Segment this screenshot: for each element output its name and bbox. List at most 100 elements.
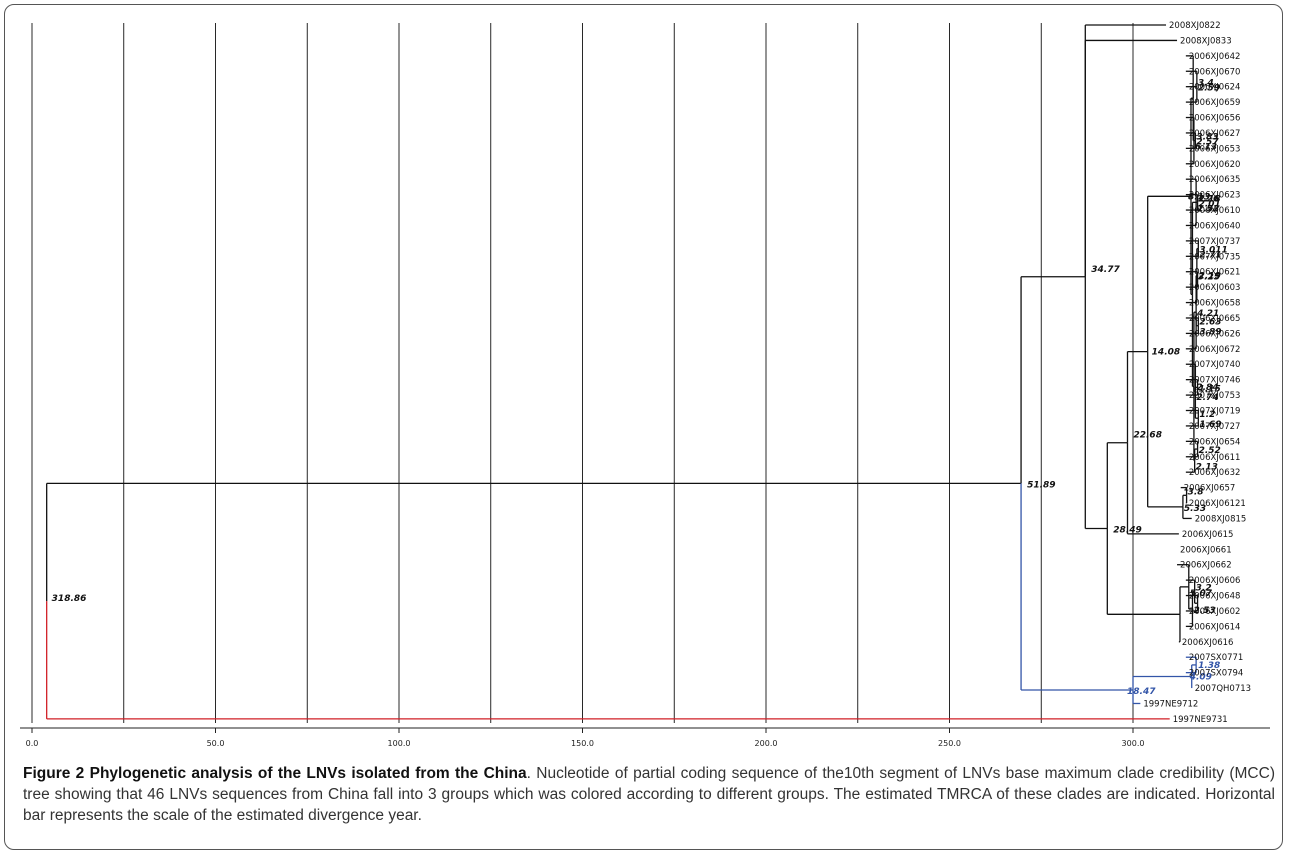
node-age-small-15: 2.63: [1199, 318, 1221, 328]
caption-text: . Nucleotide of partial coding sequence …: [23, 765, 1275, 824]
node-age-small-0: 3.4: [1198, 79, 1214, 89]
node-age-small-13: 3.25: [1198, 273, 1220, 283]
axis-tick-label-1: 50.0: [207, 739, 225, 748]
node-age-small-27: 3.2: [1196, 584, 1212, 594]
axis-tick-label-2: 100.0: [388, 739, 411, 748]
phylogenetic-tree-chart: 318.86 51.89 34.77 28.49 22.68 14.08 8.13 18.47…: [20, 21, 1270, 748]
node-age-small-17: 2.74: [1196, 393, 1218, 403]
node-age-small-21: 1.2: [1199, 410, 1215, 420]
tip-label-28: 2006XJ0611: [1189, 453, 1241, 463]
node-age-6: 8.13: [1188, 192, 1210, 202]
tip-label-2: 2006XJ0642: [1189, 52, 1241, 62]
tip-label-8: 2006XJ0653: [1189, 144, 1241, 154]
node-age-small-1: 2.59: [1198, 84, 1220, 94]
node-age-small-12: 2.19: [1199, 271, 1221, 281]
tip-label-43: 2007QH0713: [1195, 684, 1251, 694]
node-age-small-23: 2.13: [1196, 463, 1218, 473]
tip-labels: 2008XJ0822 2008XJ0833 2006XJ0642 2006XJ0670…: [1143, 21, 1251, 725]
tip-label-39: 2006XJ0614: [1189, 622, 1241, 632]
node-age-3: 28.49: [1113, 526, 1141, 536]
caption-title: Figure 2 Phylogenetic analysis of the LN…: [23, 765, 527, 782]
tip-label-30: 2006XJ0657: [1184, 484, 1236, 494]
node-age-small-18: 2.84: [1196, 383, 1218, 393]
tip-label-35: 2006XJ0662: [1180, 561, 1232, 571]
tip-label-0: 2008XJ0822: [1169, 21, 1221, 31]
node-age-8: 4.09: [1189, 672, 1212, 682]
node-age-small-2: 6.13: [1195, 143, 1217, 153]
tip-label-1: 2008XJ0833: [1180, 36, 1232, 46]
tip-label-19: 2006XJ0665: [1189, 314, 1241, 324]
tip-label-6: 2006XJ0656: [1189, 114, 1241, 124]
node-age-small-5: 2.52: [1197, 204, 1219, 214]
node-age-7: 18.47: [1127, 687, 1156, 697]
node-age-small-3: 3.83: [1196, 133, 1218, 143]
tip-label-12: 2006XJ0610: [1189, 206, 1241, 216]
tip-label-34: 2006XJ0661: [1180, 545, 1232, 555]
tip-label-14: 2007XJ0737: [1189, 237, 1241, 247]
tip-label-42: 2007SX0794: [1189, 669, 1243, 679]
node-age-small-8: 1.73: [1197, 204, 1219, 214]
tip-label-41: 2007SX0771: [1189, 653, 1243, 663]
tree-branches: [46, 24, 1199, 720]
tip-label-21: 2006XJ0672: [1189, 345, 1241, 355]
tip-label-15: 2007XJ0735: [1189, 252, 1241, 262]
axis-tick-label-0: 0.0: [26, 739, 39, 748]
x-axis: 0.0 50.0 100.0 150.0 200.0 250.0 300.0: [20, 727, 1270, 748]
node-age-small-11: 2.71: [1199, 251, 1221, 261]
figure-frame: 318.86 51.89 34.77 28.49 22.68 14.08 8.13 18.47…: [4, 4, 1283, 850]
node-age-small-6: 2.18: [1199, 194, 1221, 204]
tip-label-13: 2006XJ0640: [1189, 221, 1241, 231]
node-age-small-25: 5.33: [1184, 504, 1206, 514]
node-age-0: 318.86: [52, 594, 87, 604]
tip-label-4: 2006XJ0624: [1189, 83, 1241, 93]
figure-caption: Figure 2 Phylogenetic analysis of the LN…: [23, 763, 1275, 826]
node-age-small-4: 2.57: [1196, 138, 1219, 148]
node-age-4: 22.68: [1133, 431, 1161, 441]
axis-tick-label-3: 150.0: [571, 739, 594, 748]
tip-label-7: 2006XJ0627: [1189, 129, 1241, 139]
tip-label-20: 2006XJ0626: [1189, 329, 1241, 339]
node-age-small-9: 3.26: [1197, 194, 1219, 204]
node-age-small-7: 2.01: [1199, 199, 1221, 209]
node-age-small-26: 5.07: [1190, 589, 1213, 599]
tip-label-45: 1997NE9731: [1173, 715, 1228, 725]
tip-label-36: 2006XJ0606: [1189, 576, 1241, 586]
axis-tick-label-5: 250.0: [938, 739, 961, 748]
tip-label-5: 2006XJ0659: [1189, 98, 1241, 108]
axis-tick-label-4: 200.0: [755, 739, 778, 748]
node-age-small-19: 1.15: [1199, 384, 1221, 394]
node-age-small-28: 2.53: [1193, 606, 1215, 616]
tip-label-27: 2006XJ0654: [1189, 437, 1241, 447]
node-age-small-22: 2.52: [1199, 446, 1221, 456]
node-age-small-20: 1.69: [1199, 420, 1221, 430]
tip-label-9: 2006XJ0620: [1189, 160, 1241, 170]
axis-tick-label-6: 300.0: [1122, 739, 1145, 748]
node-age-small-24: 3.8: [1188, 487, 1204, 497]
node-age-2: 34.77: [1091, 265, 1120, 275]
tip-label-29: 2006XJ0632: [1189, 468, 1241, 478]
tip-label-40: 2006XJ0616: [1182, 638, 1234, 648]
tip-label-24: 2007XJ0753: [1189, 391, 1241, 401]
tip-label-44: 1997NE9712: [1143, 699, 1198, 709]
tip-label-32: 2008XJ0815: [1195, 514, 1247, 524]
tip-label-26: 2007XJ0727: [1189, 422, 1241, 432]
node-age-labels: 318.86 51.89 34.77 28.49 22.68 14.08 8.13 18.47…: [52, 79, 1228, 697]
tip-label-22: 2007XJ0740: [1189, 360, 1241, 370]
tip-label-25: 2007XJ0719: [1189, 407, 1241, 417]
tip-label-23: 2007XJ0746: [1189, 376, 1241, 386]
node-age-small-16: 4.21: [1196, 309, 1219, 319]
chart-gridlines: [31, 23, 1134, 723]
tip-label-37: 2006XJ0648: [1189, 592, 1241, 602]
node-age-1: 51.89: [1027, 480, 1055, 490]
tip-label-17: 2006XJ0603: [1189, 283, 1241, 293]
tip-label-16: 2006XJ0621: [1189, 268, 1241, 278]
tip-label-18: 2006XJ0658: [1189, 299, 1241, 309]
tip-label-10: 2006XJ0635: [1189, 175, 1241, 185]
tip-label-31: 2006XJ06121: [1189, 499, 1246, 509]
tip-label-3: 2006XJ0670: [1189, 67, 1241, 77]
node-age-small-14: 3.89: [1199, 328, 1221, 338]
tip-label-33: 2006XJ0615: [1182, 530, 1234, 540]
node-age-5: 14.08: [1152, 348, 1180, 358]
tip-label-11: 2006XJ0623: [1189, 191, 1241, 201]
node-age-small-10: 3.011: [1199, 246, 1227, 256]
